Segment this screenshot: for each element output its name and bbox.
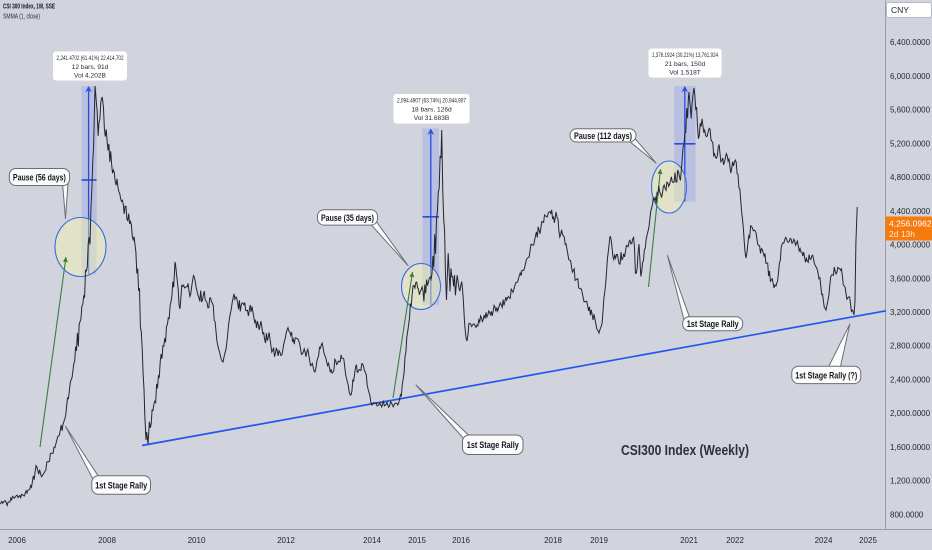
svg-text:18 bars, 126d: 18 bars, 126d <box>411 107 452 114</box>
svg-text:2014: 2014 <box>363 536 381 545</box>
svg-text:800.0000: 800.0000 <box>890 510 924 519</box>
svg-text:2022: 2022 <box>726 536 744 545</box>
svg-text:2,400.0000: 2,400.0000 <box>890 376 931 385</box>
svg-text:1st Stage Rally (?): 1st Stage Rally (?) <box>795 370 857 380</box>
svg-text:1,376.1924 (30.21%) 13,761,924: 1,376.1924 (30.21%) 13,761,924 <box>652 52 718 59</box>
svg-text:2d 13h: 2d 13h <box>889 229 915 239</box>
svg-text:2018: 2018 <box>544 536 562 545</box>
svg-text:12 bars, 91d: 12 bars, 91d <box>72 64 109 71</box>
svg-text:3,600.0000: 3,600.0000 <box>890 274 931 283</box>
svg-text:5,200.0000: 5,200.0000 <box>890 139 931 148</box>
svg-text:Pause (112 days): Pause (112 days) <box>574 131 632 141</box>
svg-text:Vol 4.202B: Vol 4.202B <box>74 73 106 80</box>
svg-text:1st Stage Rally: 1st Stage Rally <box>95 480 148 490</box>
svg-text:2,800.0000: 2,800.0000 <box>890 342 931 351</box>
svg-text:2010: 2010 <box>188 536 206 545</box>
svg-text:1st Stage Rally: 1st Stage Rally <box>687 319 740 329</box>
svg-text:2,241.4702 (61.41%) 22,414,702: 2,241.4702 (61.41%) 22,414,702 <box>57 55 124 62</box>
svg-text:2008: 2008 <box>98 536 116 545</box>
svg-text:6,000.0000: 6,000.0000 <box>890 72 931 81</box>
svg-text:2,000.0000: 2,000.0000 <box>890 409 931 418</box>
svg-text:4,400.0000: 4,400.0000 <box>890 207 931 216</box>
svg-text:2006: 2006 <box>8 536 26 545</box>
svg-text:2025: 2025 <box>859 536 877 545</box>
svg-text:2,094.4907 (63.74%) 20,944,907: 2,094.4907 (63.74%) 20,944,907 <box>397 98 466 105</box>
svg-text:Pause (35 days): Pause (35 days) <box>321 213 374 223</box>
svg-text:CNY: CNY <box>891 5 909 15</box>
svg-text:3,200.0000: 3,200.0000 <box>890 308 931 317</box>
svg-text:4,256.0962: 4,256.0962 <box>889 219 932 229</box>
svg-text:CSI300 Index (Weekly): CSI300 Index (Weekly) <box>621 443 749 459</box>
svg-text:2015: 2015 <box>408 536 426 545</box>
svg-text:1st Stage Rally: 1st Stage Rally <box>467 440 520 450</box>
svg-text:6,400.0000: 6,400.0000 <box>890 38 931 47</box>
svg-text:Vol 1.518T: Vol 1.518T <box>669 70 701 77</box>
svg-text:2021: 2021 <box>680 536 698 545</box>
svg-text:4,000.0000: 4,000.0000 <box>890 241 931 250</box>
svg-text:2024: 2024 <box>815 536 833 545</box>
svg-text:1,200.0000: 1,200.0000 <box>890 477 931 486</box>
svg-text:Vol 31.683B: Vol 31.683B <box>414 115 450 122</box>
svg-text:2019: 2019 <box>590 536 608 545</box>
svg-text:CSI 300 Index, 1W, SSE: CSI 300 Index, 1W, SSE <box>3 2 55 11</box>
svg-text:2016: 2016 <box>452 536 470 545</box>
svg-text:Pause (56 days): Pause (56 days) <box>13 172 66 182</box>
svg-text:1,600.0000: 1,600.0000 <box>890 443 931 452</box>
svg-text:5,600.0000: 5,600.0000 <box>890 106 931 115</box>
svg-text:2012: 2012 <box>277 536 295 545</box>
svg-text:SMMA (1, close): SMMA (1, close) <box>3 14 40 21</box>
svg-text:4,800.0000: 4,800.0000 <box>890 173 931 182</box>
svg-text:21 bars, 150d: 21 bars, 150d <box>665 61 706 68</box>
